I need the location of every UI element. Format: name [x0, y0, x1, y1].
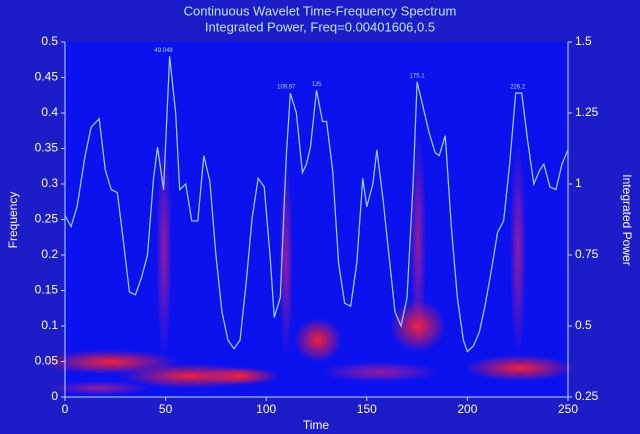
x-tick-label: 200	[457, 402, 477, 416]
y-tick-label: 0.25	[35, 212, 59, 226]
peak-label: 175.1	[410, 73, 426, 79]
y-axis-label: Frequency	[6, 192, 20, 249]
x-tick-label: 0	[62, 402, 69, 416]
y-tick-label: 0	[51, 389, 58, 403]
spectrum	[40, 130, 575, 395]
y-tick-label: 0.2	[41, 247, 58, 261]
y-tick-label: 0.45	[35, 70, 59, 84]
y2-tick-label: 0.75	[575, 247, 599, 261]
y2-tick-label: 1	[575, 176, 582, 190]
x-tick-label: 100	[256, 402, 276, 416]
chart-title: Continuous Wavelet Time-Frequency Spectr…	[184, 3, 457, 18]
y2-tick-label: 0.25	[575, 389, 599, 403]
x-tick-label: 250	[558, 402, 578, 416]
x-axis-label: Time	[303, 418, 330, 432]
peak-label: 49.048	[154, 48, 173, 54]
y-tick-label: 0.05	[35, 354, 59, 368]
y2-tick-label: 1.25	[575, 105, 599, 119]
peak-label: 109.97	[277, 85, 296, 91]
chart-subtitle: Integrated Power, Freq=0.00401606,0.5	[205, 19, 435, 34]
y-tick-label: 0.4	[41, 105, 58, 119]
y-tick-label: 0.15	[35, 283, 59, 297]
y2-axis-label: Integrated Power	[620, 174, 634, 265]
y-tick-label: 0.1	[41, 318, 58, 332]
y2-tick-label: 0.5	[575, 318, 592, 332]
x-tick-label: 150	[357, 402, 377, 416]
y2-tick-label: 1.5	[575, 34, 592, 48]
peak-label: 125	[311, 82, 322, 88]
x-tick-label: 50	[159, 402, 173, 416]
y-tick-label: 0.35	[35, 141, 59, 155]
peak-label: 226.2	[510, 85, 526, 91]
y-tick-label: 0.3	[41, 176, 58, 190]
power-line	[64, 56, 569, 353]
y-tick-label: 0.5	[41, 34, 58, 48]
